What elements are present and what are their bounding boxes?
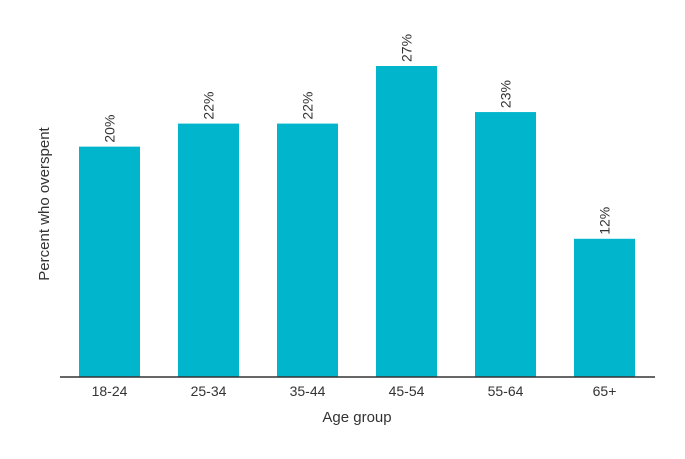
x-tick-labels-group: 18-24 25-34 35-44 45-54 55-64 65+ xyxy=(92,383,617,399)
value-labels-group: 20% 22% 22% 27% 23% 12% xyxy=(102,34,613,235)
x-tick-label-18-24: 18-24 xyxy=(92,383,128,399)
x-tick-label-55-64: 55-64 xyxy=(488,383,524,399)
bar-65plus xyxy=(574,238,635,377)
x-tick-label-65plus: 65+ xyxy=(593,383,617,399)
x-tick-label-35-44: 35-44 xyxy=(290,383,326,399)
x-tick-label-25-34: 25-34 xyxy=(191,383,227,399)
value-label-45-54: 27% xyxy=(399,34,415,62)
bar-25-34 xyxy=(178,123,239,377)
value-label-25-34: 22% xyxy=(201,92,217,120)
y-axis-title: Percent who overspent xyxy=(36,126,53,280)
value-label-35-44: 22% xyxy=(300,92,316,120)
x-tick-label-45-54: 45-54 xyxy=(389,383,425,399)
bar-45-54 xyxy=(376,66,437,377)
bar-18-24 xyxy=(79,146,140,377)
value-label-18-24: 20% xyxy=(102,115,118,143)
x-axis-title: Age group xyxy=(322,409,391,426)
bar-35-44 xyxy=(277,123,338,377)
value-label-65plus: 12% xyxy=(597,207,613,235)
bar-55-64 xyxy=(475,112,536,378)
bars-group xyxy=(79,66,635,378)
value-label-55-64: 23% xyxy=(498,80,514,108)
